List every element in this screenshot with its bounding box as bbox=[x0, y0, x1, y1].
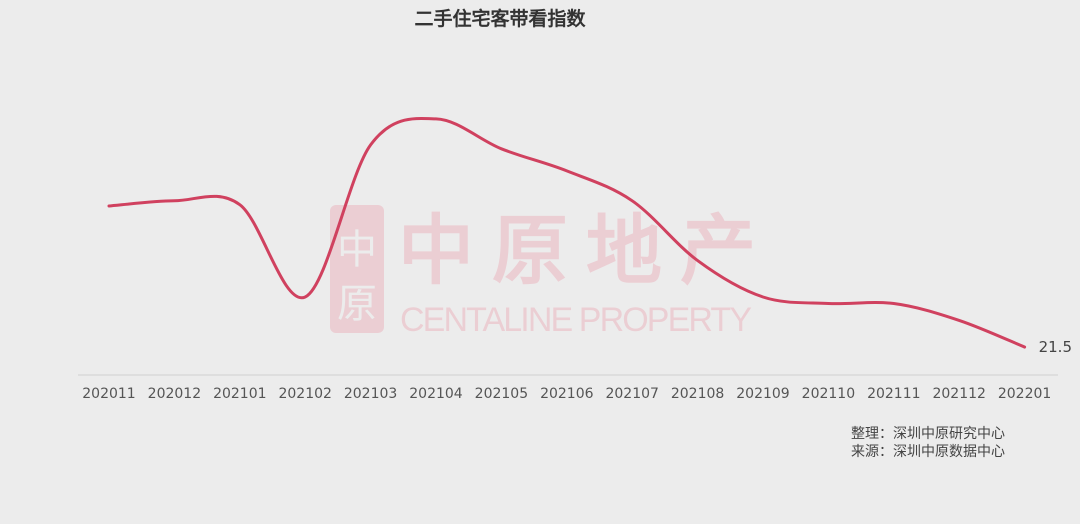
x-tick-label: 202112 bbox=[932, 386, 985, 402]
source-data-from: 来源：深圳中原数据中心 bbox=[851, 444, 1005, 460]
series-line bbox=[107, 116, 1027, 349]
svg-text:原: 原 bbox=[337, 281, 377, 327]
x-tick-label: 202011 bbox=[82, 386, 135, 402]
x-tick-label: 202110 bbox=[802, 386, 855, 402]
x-tick-label: 202106 bbox=[540, 386, 594, 402]
x-tick-label: 202105 bbox=[475, 386, 528, 402]
x-tick-label: 202102 bbox=[278, 386, 331, 402]
x-tick-label: 202103 bbox=[344, 386, 397, 402]
svg-text:中: 中 bbox=[337, 227, 377, 273]
source-note: 整理：深圳中原研究中心 来源：深圳中原数据中心 bbox=[851, 425, 1005, 461]
x-tick-label: 202201 bbox=[998, 386, 1051, 402]
data-label-last: 21.5 bbox=[1039, 338, 1072, 356]
source-compiled-by: 整理：深圳中原研究中心 bbox=[851, 426, 1005, 442]
x-tick-label: 202107 bbox=[605, 386, 658, 402]
x-tick-label: 202108 bbox=[671, 386, 724, 402]
x-tick-label: 202012 bbox=[148, 386, 201, 402]
x-tick-label: 202109 bbox=[736, 386, 789, 402]
x-tick-label: 202111 bbox=[867, 386, 920, 402]
centaline-watermark-logo: 中 原 中原地产 CENTALINE PROPERTY bbox=[330, 205, 760, 339]
x-tick-label: 202101 bbox=[213, 386, 266, 402]
x-tick-label: 202104 bbox=[409, 386, 463, 402]
chart-title: 二手住宅客带看指数 bbox=[414, 8, 586, 30]
svg-text:CENTALINE PROPERTY: CENTALINE PROPERTY bbox=[400, 301, 752, 335]
